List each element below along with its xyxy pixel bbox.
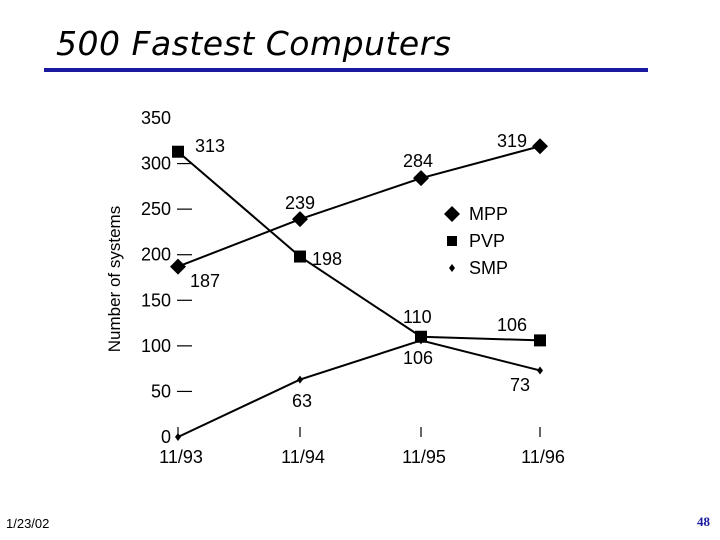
data-label: 239	[285, 193, 315, 213]
y-tick-label: 250	[141, 199, 171, 219]
legend-label-mpp: MPP	[469, 204, 508, 224]
footer-date: 1/23/02	[6, 516, 50, 531]
smp-marker	[297, 375, 303, 384]
data-label: 63	[292, 391, 312, 411]
smp-marker	[418, 336, 424, 345]
x-tick-label: 11/96	[521, 447, 565, 467]
smp-marker	[175, 433, 181, 441]
y-tick-label: 100	[141, 336, 171, 356]
mpp-marker	[413, 170, 429, 187]
smp-marker	[537, 366, 543, 375]
y-tick-label: 0	[161, 427, 171, 447]
series-line-smp	[177, 339, 541, 438]
series-line-pvp	[177, 150, 541, 342]
legend-label-smp: SMP	[469, 258, 508, 278]
y-tick-label: 300	[141, 154, 171, 174]
y-tick-label: 150	[141, 290, 171, 310]
series-line-mpp	[177, 145, 541, 268]
page-number: 48	[697, 514, 710, 529]
slide-title: 500 Fastest Computers	[56, 24, 452, 63]
legend-smp-marker	[449, 264, 455, 272]
data-label: 106	[497, 315, 527, 335]
x-tick-label: 11/93	[159, 447, 203, 467]
data-label: 106	[403, 348, 433, 368]
y-axis-title: Number of systems	[105, 206, 124, 352]
x-tick-label: 11/94	[281, 447, 325, 467]
y-tick-label: 200	[141, 245, 171, 265]
data-label: 313	[195, 136, 225, 156]
data-label: 110	[403, 307, 432, 327]
pvp-marker	[534, 334, 546, 347]
title-underline	[44, 68, 648, 72]
legend-label-pvp: PVP	[469, 231, 505, 251]
data-label: 198	[312, 249, 342, 269]
pvp-marker	[294, 250, 306, 263]
mpp-marker	[170, 258, 186, 275]
mpp-marker	[292, 211, 308, 228]
y-tick-label: 50	[151, 381, 171, 401]
mpp-marker	[532, 138, 548, 155]
pvp-marker	[172, 145, 184, 158]
data-label: 187	[190, 271, 220, 291]
legend-pvp-marker	[447, 236, 457, 246]
legend-mpp-marker	[444, 206, 460, 222]
data-label: 319	[497, 131, 527, 151]
data-label: 73	[510, 375, 530, 395]
data-label: 284	[403, 151, 433, 171]
x-tick-label: 11/95	[402, 447, 446, 467]
y-tick-label: 350	[141, 108, 171, 128]
